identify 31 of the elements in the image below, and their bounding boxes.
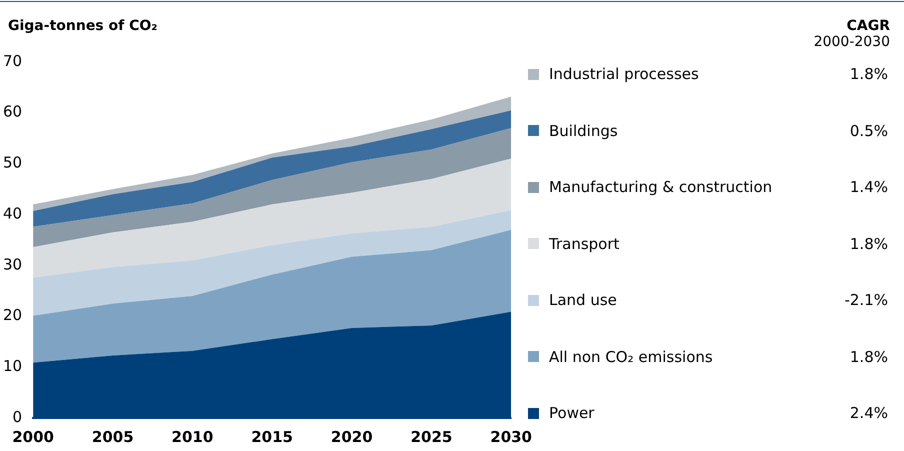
x-tick-label: 2000 [12, 428, 54, 446]
x-tick-label: 2015 [251, 428, 293, 446]
y-axis-title: Giga-tonnes of CO₂ [8, 18, 158, 34]
x-tick-label: 2020 [330, 428, 373, 446]
legend-label: Transport [549, 234, 620, 252]
text: 1.8% [848, 348, 888, 366]
y-tick-label: 0 [12, 408, 22, 426]
legend-label: Industrial processes [549, 65, 700, 83]
text: 1.8% [848, 65, 888, 83]
text: 1.8% [848, 234, 888, 252]
x-tick-label: 2010 [172, 428, 214, 446]
text: 2.4% [848, 404, 888, 422]
legend-label: Land use [549, 291, 618, 309]
legend-label: All non CO₂ emissions [549, 348, 714, 366]
x-tick-label: 2030 [490, 428, 532, 446]
legend-label: Buildings [549, 122, 619, 140]
y-tick-label: 60 [2, 102, 22, 121]
y-tick-label: 30 [2, 255, 22, 274]
legend-label: Manufacturing & construction [549, 178, 774, 196]
y-tick-label: 20 [2, 306, 22, 324]
x-tick-label: 2025 [410, 428, 452, 446]
y-tick-label: 10 [2, 357, 22, 376]
y-tick-label: 40 [2, 204, 22, 222]
legend-label: Power [549, 404, 596, 422]
y-tick-label: 50 [2, 154, 22, 172]
text: 1.4% [848, 178, 888, 196]
text: -2.1% [843, 291, 888, 309]
y-tick-label: 70 [2, 52, 22, 70]
legend-title: CAGR 2000-2030 [814, 18, 890, 50]
x-tick-label: 2005 [92, 428, 134, 446]
text: 0.5% [848, 122, 888, 140]
